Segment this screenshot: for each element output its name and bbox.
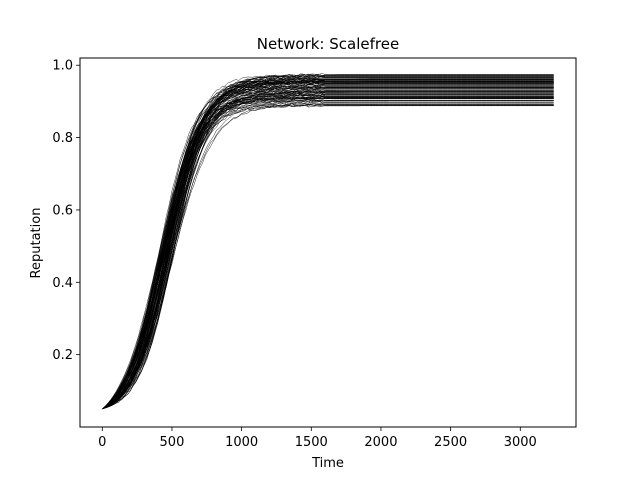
series-line	[102, 88, 554, 410]
chart-title: Network: Scalefree	[257, 35, 399, 53]
series-line	[102, 79, 554, 410]
series-line	[102, 103, 554, 410]
series-line	[102, 96, 554, 410]
y-tick-label: 1.0	[52, 59, 73, 74]
series-lines	[102, 73, 554, 410]
series-line	[102, 87, 554, 410]
x-tick-label: 2500	[434, 435, 467, 450]
series-line	[102, 96, 554, 410]
y-tick-label: 0.6	[52, 203, 73, 218]
series-line	[102, 78, 554, 410]
x-tick-label: 1500	[295, 435, 328, 450]
x-tick-label: 500	[160, 435, 185, 450]
axis-ticks: 0 500 1000 1500 2000 2500 3000 0.2 0.4 0.6 0.8 1.0	[52, 59, 537, 450]
series-line	[102, 94, 554, 410]
series-line	[102, 97, 554, 410]
x-axis-label: Time	[311, 456, 344, 471]
series-line	[102, 95, 554, 410]
series-line	[102, 92, 554, 410]
series-line	[102, 82, 554, 410]
series-line	[102, 86, 554, 410]
x-tick-label: 2000	[364, 435, 397, 450]
y-tick-label: 0.8	[52, 131, 73, 146]
y-axis-label: Reputation	[29, 208, 44, 279]
series-line	[102, 90, 554, 410]
series-line	[102, 80, 554, 410]
x-tick-label: 0	[98, 435, 106, 450]
y-tick-label: 0.4	[52, 276, 73, 291]
x-tick-label: 3000	[504, 435, 537, 450]
y-tick-label: 0.2	[52, 348, 73, 363]
series-line	[102, 99, 554, 410]
series-line	[102, 75, 554, 410]
series-line	[102, 82, 554, 410]
plot-frame	[79, 57, 577, 428]
series-line	[102, 102, 554, 410]
x-tick-label: 1000	[225, 435, 258, 450]
series-line	[102, 95, 554, 410]
series-line	[102, 83, 554, 410]
series-line	[102, 86, 554, 410]
